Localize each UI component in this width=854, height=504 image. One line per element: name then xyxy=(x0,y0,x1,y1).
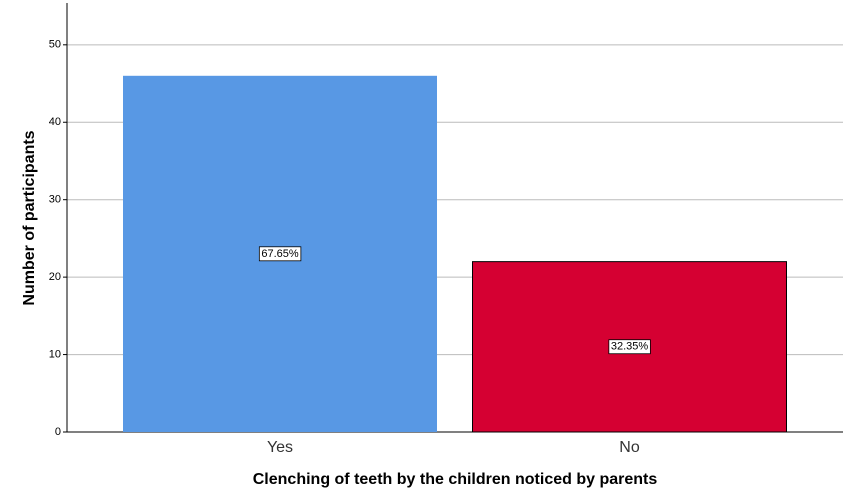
value-label: 32.35% xyxy=(611,341,649,353)
value-label: 67.65% xyxy=(261,248,299,260)
x-axis-title: Clenching of teeth by the children notic… xyxy=(253,471,658,488)
y-tick-label: 30 xyxy=(49,194,61,206)
y-tick-label: 0 xyxy=(55,426,61,438)
label-box xyxy=(258,246,302,262)
y-tick-label: 50 xyxy=(49,39,61,51)
y-tick-label: 40 xyxy=(49,116,61,128)
x-tick-label: No xyxy=(619,439,640,456)
y-tick-label: 10 xyxy=(49,348,61,360)
label-box xyxy=(608,339,651,355)
y-tick-label: 20 xyxy=(49,271,61,283)
y-axis-title: Number of participants xyxy=(21,130,38,305)
x-tick-label: Yes xyxy=(267,439,293,456)
